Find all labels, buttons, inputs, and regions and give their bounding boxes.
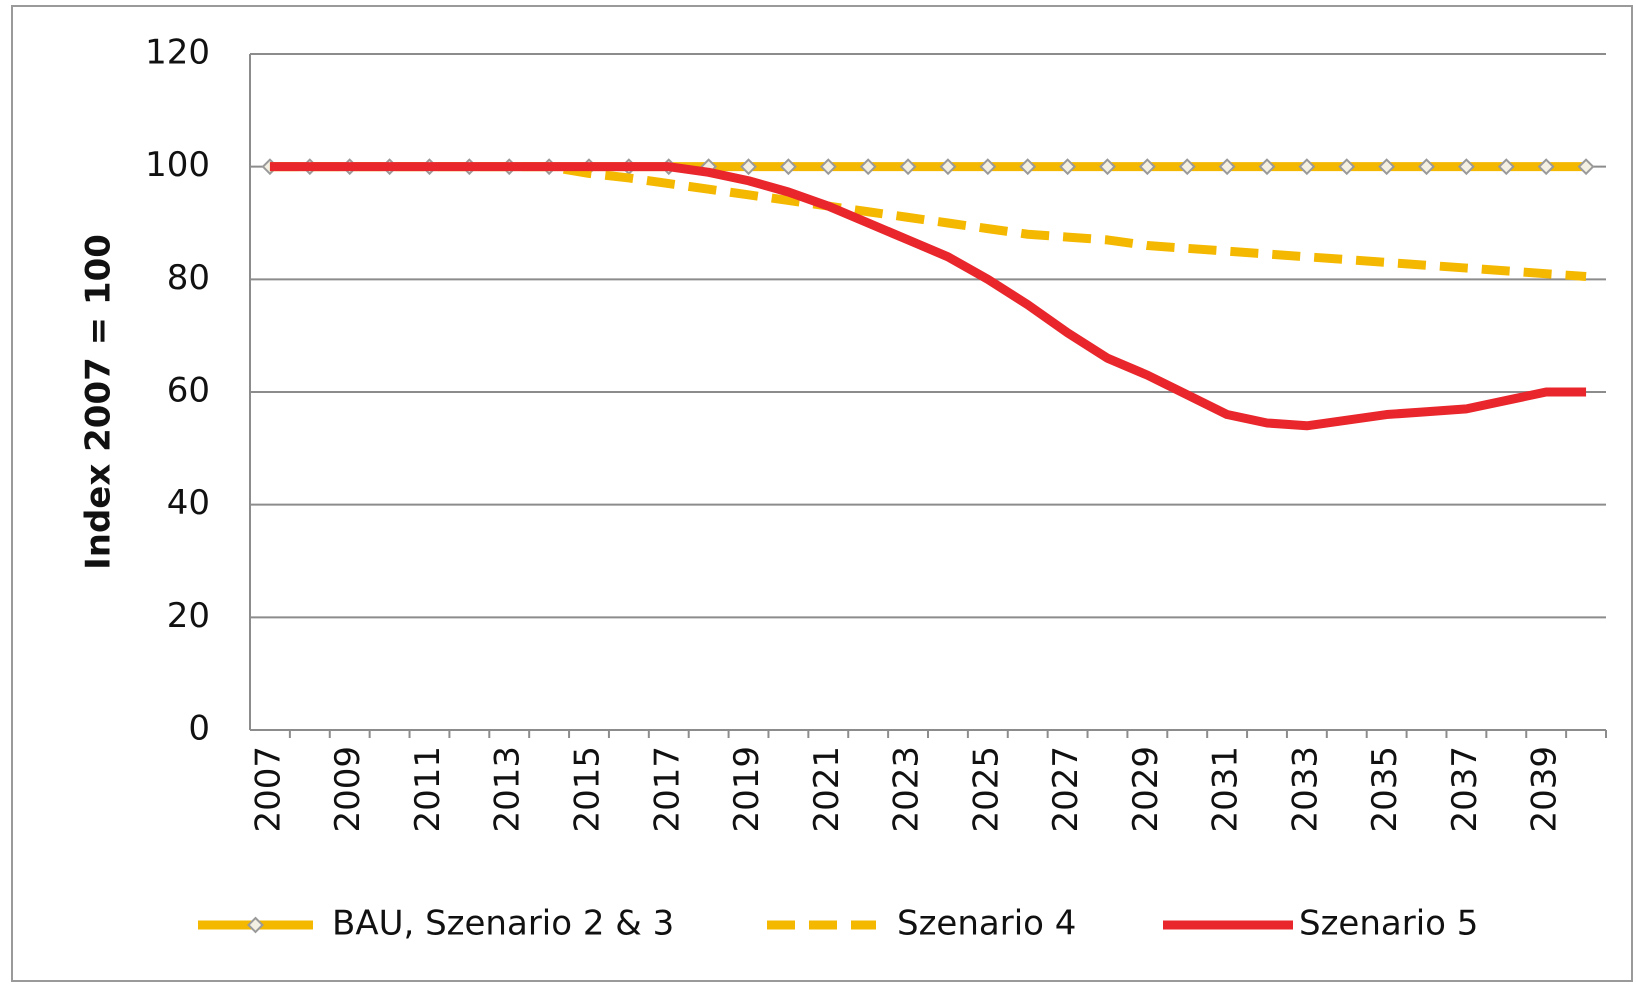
x-tick-label: 2029 xyxy=(1126,746,1166,833)
y-tick-label: 80 xyxy=(167,258,210,298)
marker xyxy=(1378,158,1396,176)
series-line xyxy=(269,162,1587,431)
x-tick-label: 2009 xyxy=(328,746,368,833)
x-tick-label: 2039 xyxy=(1525,746,1565,833)
marker xyxy=(740,158,757,176)
marker xyxy=(1178,158,1196,176)
marker xyxy=(1298,158,1316,176)
x-tick-label: 2007 xyxy=(248,746,288,833)
marker xyxy=(1258,158,1276,176)
marker xyxy=(1099,158,1116,176)
legend-label: Szenario 4 xyxy=(897,904,1076,944)
marker xyxy=(1019,158,1037,176)
x-tick-label: 2023 xyxy=(887,746,927,833)
y-tick-label: 60 xyxy=(167,371,210,411)
y-tick-label: 120 xyxy=(145,33,210,73)
x-tick-label: 2025 xyxy=(966,746,1006,833)
x-tick-label: 2021 xyxy=(807,746,847,833)
y-tick-label: 20 xyxy=(167,596,210,636)
marker xyxy=(1338,158,1356,176)
marker xyxy=(1218,158,1236,176)
x-tick-label: 2013 xyxy=(488,746,528,833)
y-axis-label: Index 2007 = 100 xyxy=(79,234,119,570)
x-tick-label: 2011 xyxy=(408,746,448,833)
x-tick-label: 2027 xyxy=(1046,746,1086,833)
chart-border xyxy=(11,5,1633,982)
x-tick-label: 2037 xyxy=(1445,746,1485,833)
x-tick-label: 2035 xyxy=(1365,746,1405,833)
x-tick-label: 2031 xyxy=(1206,746,1246,833)
legend-marker xyxy=(247,916,264,934)
marker xyxy=(1138,158,1156,176)
legend-label: Szenario 5 xyxy=(1299,904,1478,944)
marker xyxy=(1577,158,1595,176)
marker xyxy=(779,158,797,176)
marker xyxy=(939,158,957,176)
x-tick-label: 2033 xyxy=(1285,746,1325,833)
marker xyxy=(899,158,917,176)
marker xyxy=(979,158,997,176)
marker xyxy=(1059,158,1077,176)
marker xyxy=(1497,158,1515,176)
y-tick-label: 100 xyxy=(145,145,210,185)
legend-label: BAU, Szenario 2 & 3 xyxy=(332,904,674,944)
y-tick-label: 0 xyxy=(188,709,210,749)
marker xyxy=(1537,158,1555,176)
marker xyxy=(819,158,837,176)
marker xyxy=(859,158,877,176)
x-tick-label: 2017 xyxy=(647,746,687,833)
x-tick-label: 2015 xyxy=(568,746,608,833)
marker xyxy=(1457,158,1475,176)
y-tick-label: 40 xyxy=(167,483,210,523)
marker xyxy=(1418,158,1435,176)
x-tick-label: 2019 xyxy=(727,746,767,833)
